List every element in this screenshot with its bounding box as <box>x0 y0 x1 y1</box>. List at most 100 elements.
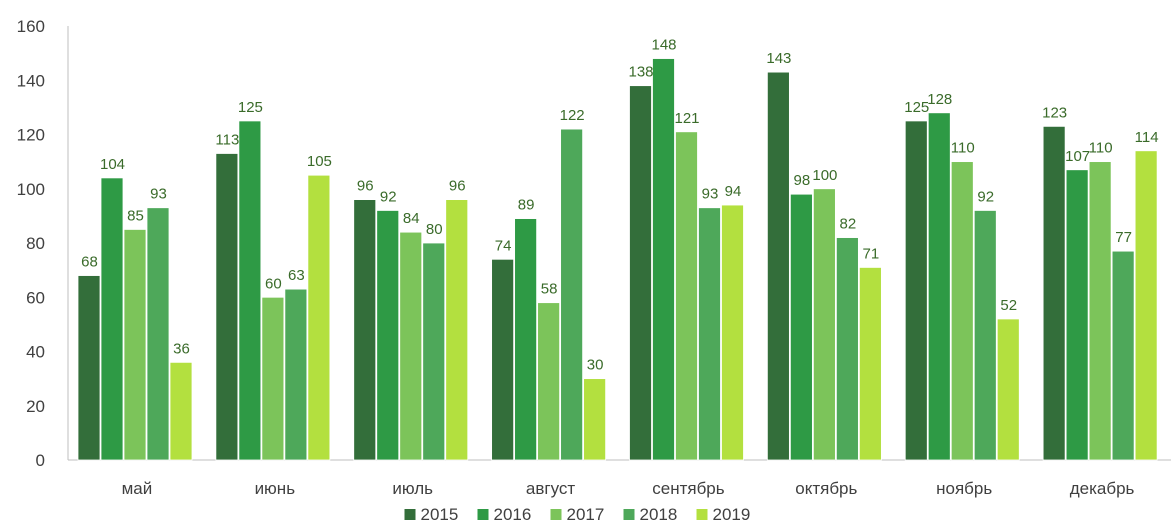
y-tick-label: 20 <box>26 397 45 416</box>
data-label: 74 <box>495 237 512 254</box>
legend-swatch-2017 <box>551 509 562 520</box>
data-label: 96 <box>449 178 466 195</box>
data-label: 84 <box>403 210 420 227</box>
bar-2015-3 <box>492 259 514 460</box>
category-label: август <box>526 479 575 498</box>
bar-2016-3 <box>515 219 537 460</box>
data-label: 93 <box>702 186 719 203</box>
category-label: май <box>122 479 153 498</box>
bar-2016-4 <box>653 59 675 460</box>
y-tick-label: 0 <box>36 451 45 470</box>
bar-2016-6 <box>928 113 950 460</box>
category-label: июль <box>392 479 433 498</box>
data-label: 128 <box>927 91 952 108</box>
bar-2017-1 <box>262 297 284 460</box>
bar-2019-2 <box>446 200 468 460</box>
bar-2015-0 <box>78 276 100 460</box>
bar-2019-3 <box>584 379 606 460</box>
bar-2015-1 <box>216 153 238 460</box>
data-label: 92 <box>977 188 994 205</box>
bar-2019-4 <box>722 205 744 460</box>
data-label: 93 <box>150 186 167 203</box>
bar-2018-4 <box>699 208 721 460</box>
legend-label: 2017 <box>567 505 605 524</box>
data-label: 52 <box>1000 297 1017 314</box>
data-label: 92 <box>380 188 397 205</box>
data-label: 125 <box>904 99 929 116</box>
bar-2018-6 <box>974 210 996 460</box>
category-label: сентябрь <box>652 479 725 498</box>
bar-2018-5 <box>836 238 858 460</box>
bar-2016-5 <box>790 194 812 460</box>
data-label: 122 <box>560 107 585 124</box>
bar-2019-6 <box>997 319 1019 460</box>
bar-2017-0 <box>124 229 146 460</box>
data-label: 63 <box>288 267 305 284</box>
legend-label: 2016 <box>494 505 532 524</box>
bar-2017-6 <box>951 162 973 460</box>
y-tick-label: 60 <box>26 288 45 307</box>
data-label: 68 <box>81 254 98 271</box>
bar-2018-2 <box>423 243 445 460</box>
data-label: 110 <box>951 140 975 157</box>
bar-2017-7 <box>1089 162 1111 460</box>
data-label: 98 <box>794 172 811 189</box>
bar-2018-1 <box>285 289 307 460</box>
data-label: 104 <box>100 156 125 173</box>
data-label: 110 <box>1089 140 1113 157</box>
bars <box>78 59 1157 460</box>
legend-label: 2019 <box>713 505 751 524</box>
bar-2019-5 <box>859 267 881 460</box>
legend-label: 2018 <box>640 505 678 524</box>
data-label: 125 <box>238 99 263 116</box>
bar-2017-3 <box>538 303 560 460</box>
y-tick-label: 160 <box>17 17 45 36</box>
data-label: 77 <box>1115 229 1132 246</box>
data-label: 36 <box>173 340 190 357</box>
bar-2015-6 <box>905 121 927 460</box>
bar-2015-7 <box>1043 126 1065 460</box>
bar-2018-7 <box>1112 251 1134 460</box>
bar-2015-4 <box>630 86 652 460</box>
legend-label: 2015 <box>421 505 459 524</box>
y-tick-label: 140 <box>17 71 45 90</box>
data-label: 82 <box>840 216 857 233</box>
bar-2016-2 <box>377 210 399 460</box>
bar-2019-1 <box>308 175 330 460</box>
data-label: 121 <box>674 110 699 127</box>
bar-2017-5 <box>813 189 835 460</box>
bar-2019-0 <box>170 362 192 460</box>
legend: 2015 2016 2017 2018 2019 <box>405 505 751 524</box>
y-tick-label: 120 <box>17 126 45 145</box>
data-label: 100 <box>812 167 837 184</box>
bar-2016-7 <box>1066 170 1088 460</box>
category-labels: май июнь июль август сентябрь октябрь ноябрь де… <box>122 479 1135 498</box>
data-label: 138 <box>628 64 653 81</box>
bar-2016-1 <box>239 121 261 460</box>
bar-2018-3 <box>561 129 583 460</box>
data-label: 89 <box>518 197 535 214</box>
data-label: 60 <box>265 275 282 292</box>
data-label: 58 <box>541 281 558 298</box>
data-label: 80 <box>426 221 443 238</box>
data-label: 94 <box>725 183 742 200</box>
data-label: 143 <box>766 50 791 67</box>
data-label: 30 <box>587 357 604 374</box>
category-label: июнь <box>255 479 296 498</box>
data-label: 85 <box>127 207 144 224</box>
bar-2019-7 <box>1135 151 1157 460</box>
bar-2017-2 <box>400 232 422 460</box>
bar-2016-0 <box>101 178 123 460</box>
y-tick-label: 100 <box>17 180 45 199</box>
data-label: 148 <box>651 37 676 54</box>
data-label: 113 <box>215 131 239 148</box>
bar-2015-5 <box>767 72 789 460</box>
legend-swatch-2015 <box>405 509 416 520</box>
y-tick-label: 40 <box>26 343 45 362</box>
bar-2018-0 <box>147 208 169 460</box>
data-label: 114 <box>1135 129 1159 146</box>
category-label: октябрь <box>795 479 857 498</box>
legend-swatch-2019 <box>697 509 708 520</box>
legend-swatch-2018 <box>624 509 635 520</box>
